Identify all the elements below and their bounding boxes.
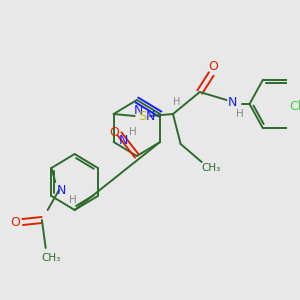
Text: H: H (173, 97, 181, 107)
Text: CH₃: CH₃ (42, 253, 61, 263)
Text: N: N (118, 134, 128, 146)
Text: S: S (138, 110, 146, 122)
Text: H: H (236, 109, 244, 119)
Text: H: H (69, 195, 76, 205)
Text: H: H (129, 127, 137, 137)
Text: O: O (208, 59, 218, 73)
Text: N: N (228, 95, 237, 109)
Text: Cl: Cl (289, 100, 300, 113)
Text: N: N (56, 184, 66, 196)
Text: CH₃: CH₃ (202, 163, 221, 173)
Text: N: N (134, 103, 143, 116)
Text: O: O (10, 215, 20, 229)
Text: O: O (109, 125, 119, 139)
Text: N: N (146, 110, 155, 122)
